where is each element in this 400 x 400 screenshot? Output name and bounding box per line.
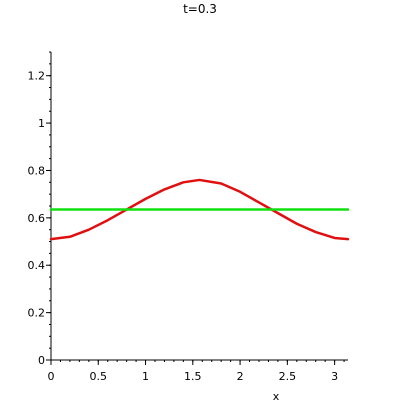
y-tick-label: 0.8: [28, 164, 46, 177]
y-tick-label: 1.2: [28, 70, 46, 83]
x-tick-label: 1: [142, 370, 149, 383]
x-tick-label: 3: [331, 370, 338, 383]
y-tick-label: 0.2: [28, 307, 46, 320]
x-tick-label: 0: [48, 370, 55, 383]
y-tick-label: 0: [38, 354, 45, 367]
series-line-1: [49, 178, 350, 241]
chart-title: t=0.3: [183, 2, 217, 16]
x-tick-label: 1.5: [184, 370, 202, 383]
x-tick-label: 2.5: [279, 370, 297, 383]
x-axis-label: x: [273, 390, 280, 400]
series-layer: [49, 178, 350, 241]
y-tick-label: 0.6: [28, 212, 46, 225]
x-tick-label: 2: [237, 370, 244, 383]
y-tick-label: 0.4: [28, 259, 46, 272]
x-tick-label: 0.5: [90, 370, 108, 383]
y-tick-label: 1: [38, 117, 45, 130]
axes: 0 0.2 0.4 0.6 0.8 1 1.2 0 0.5 1 1.5 2 2.5 3: [28, 51, 348, 383]
